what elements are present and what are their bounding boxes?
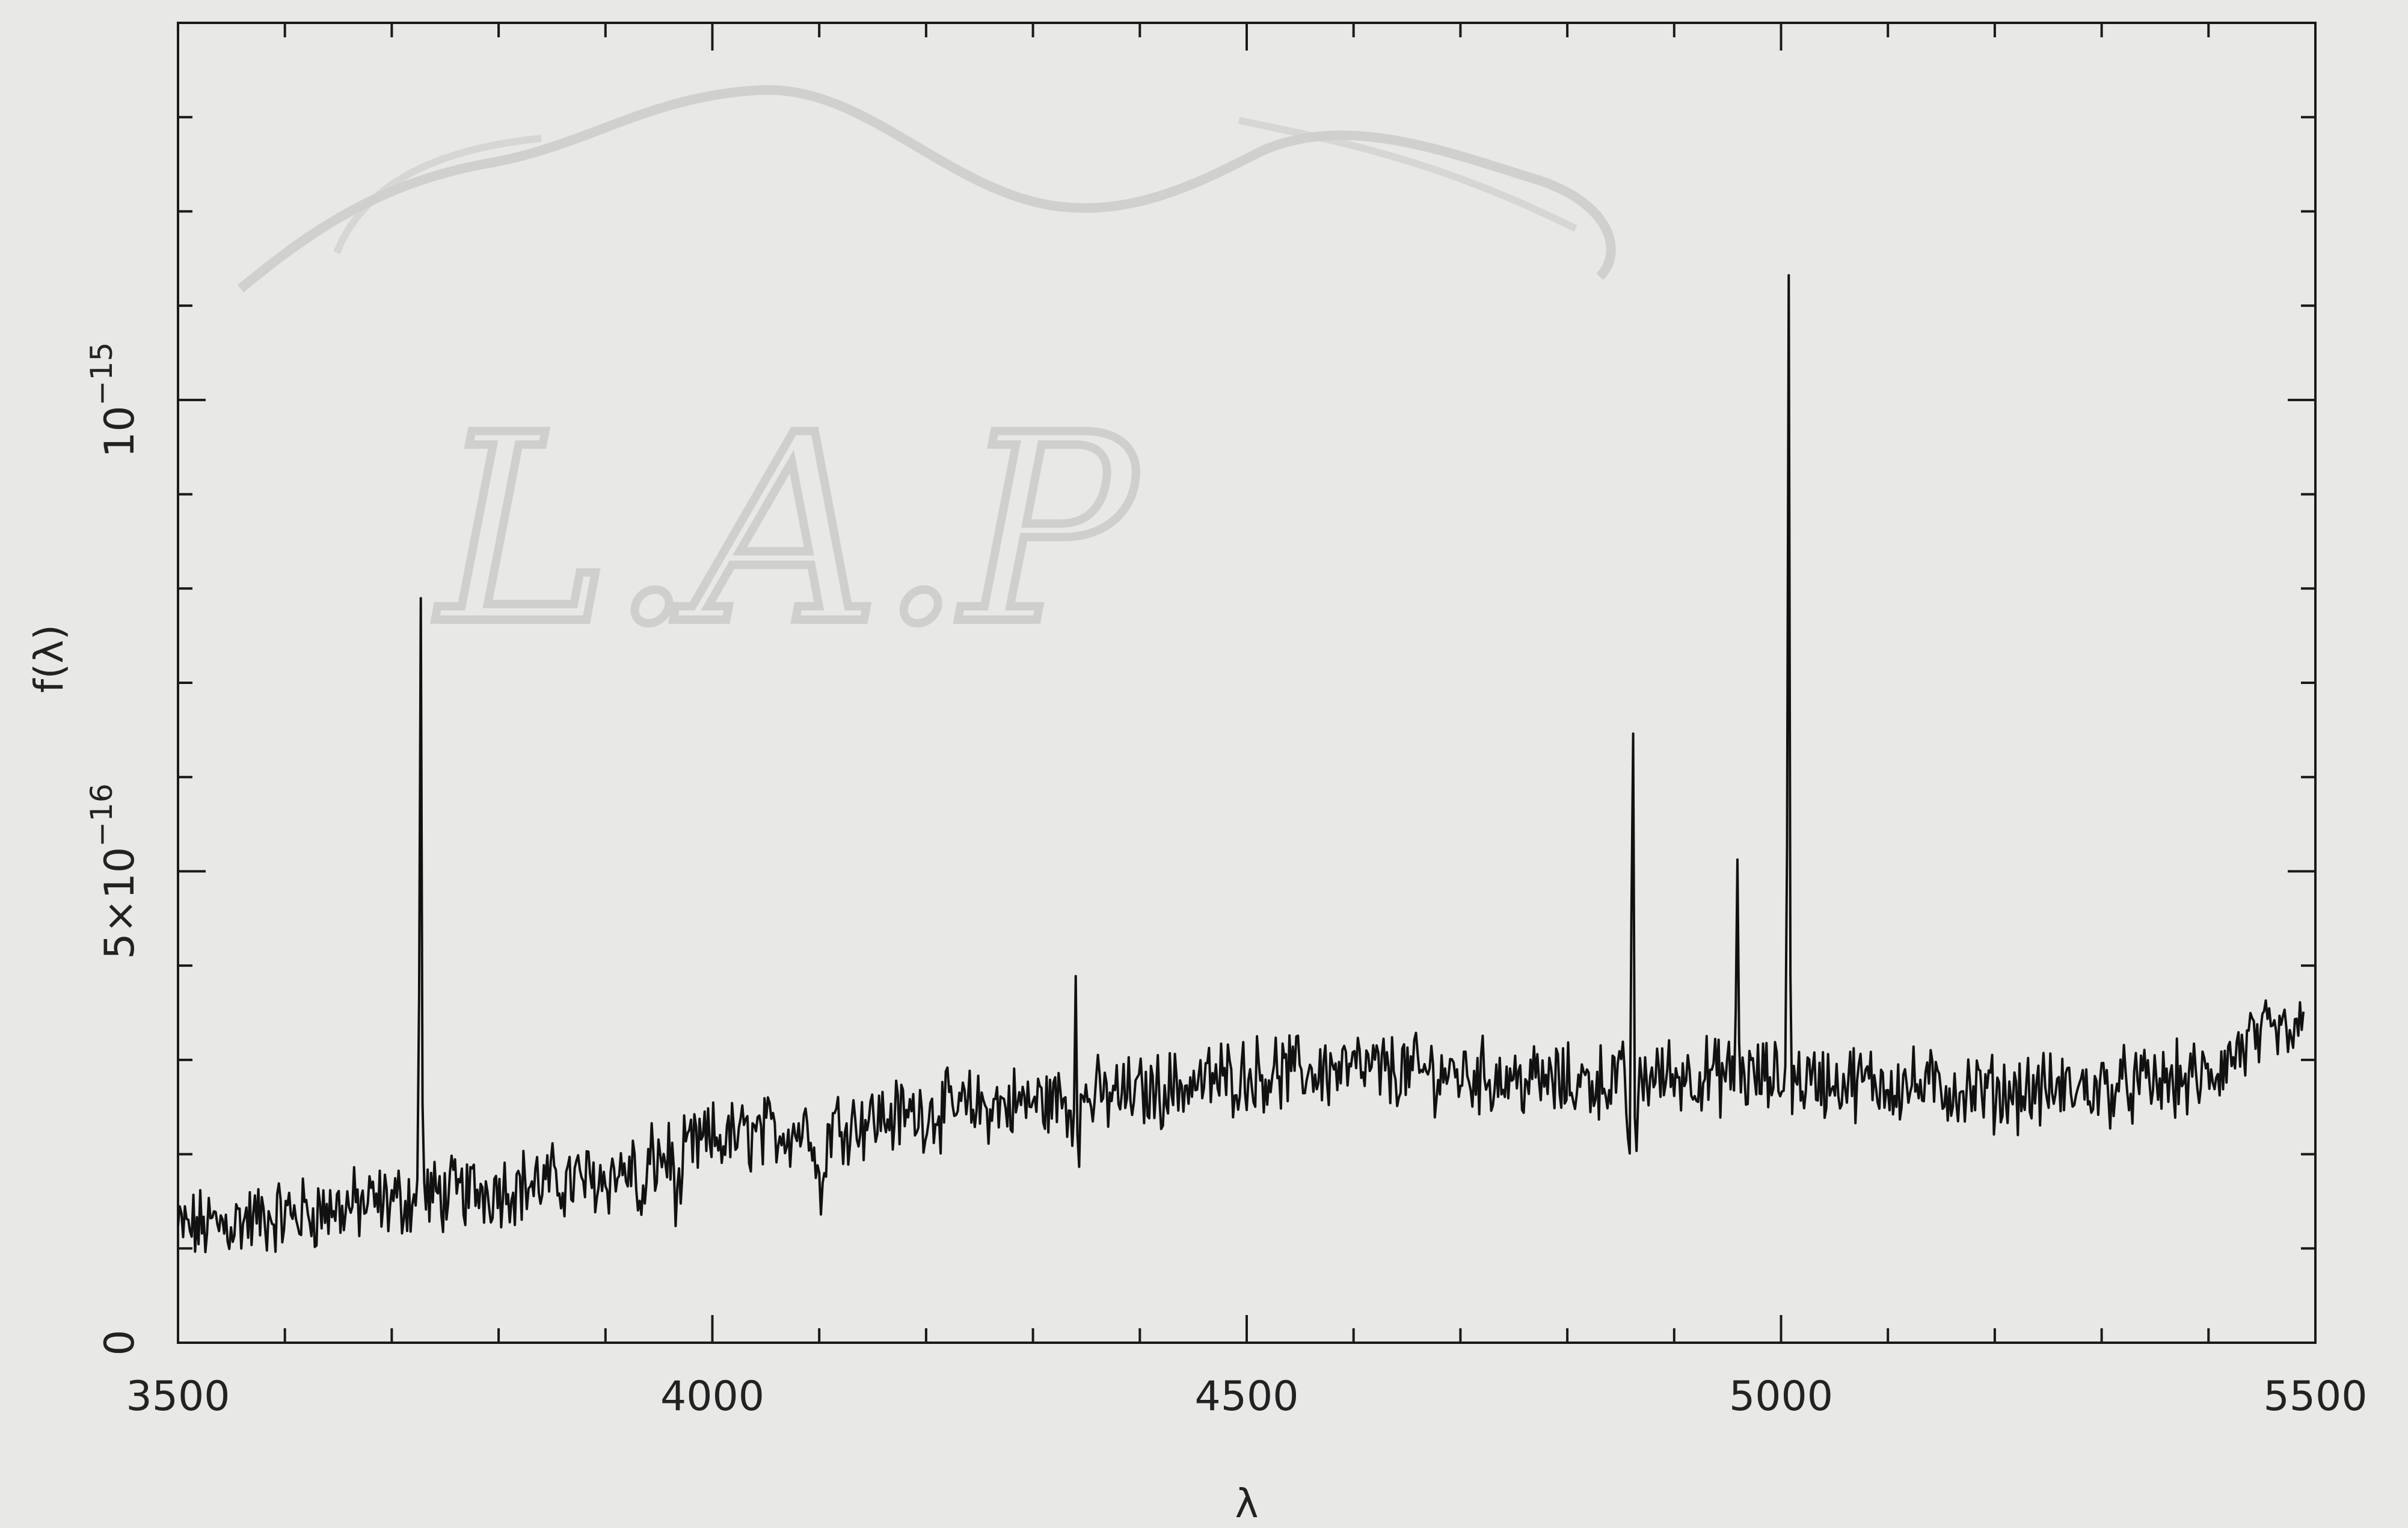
monogram-watermark: L.A.P: [237, 85, 1616, 685]
x-tick-label: 4500: [1194, 1373, 1298, 1420]
watermark-flourish-2: [333, 117, 1577, 254]
x-tick-label: 5000: [1729, 1373, 1833, 1420]
watermark-monogram: L.A.P: [435, 380, 1140, 681]
x-axis-label: λ: [1235, 1480, 1258, 1527]
y-tick-label: 10−15: [84, 342, 144, 458]
x-axis: 3500 4000 4500 5000 5500: [126, 23, 2368, 1420]
plot-frame: [177, 22, 2317, 1344]
x-tick-label: 3500: [126, 1373, 230, 1420]
y-axis: 0 5×10−16 10−15: [84, 22, 2315, 1356]
series-line-spectrum: [177, 274, 2305, 1254]
y-tick-label: 0: [96, 1329, 144, 1355]
y-tick-label: 5×10−16: [84, 783, 144, 959]
x-tick-label: 5500: [2263, 1373, 2367, 1420]
watermark-flourish: [237, 85, 1616, 293]
y-axis-label: f(λ): [26, 624, 72, 693]
x-tick-label: 4000: [660, 1373, 764, 1420]
